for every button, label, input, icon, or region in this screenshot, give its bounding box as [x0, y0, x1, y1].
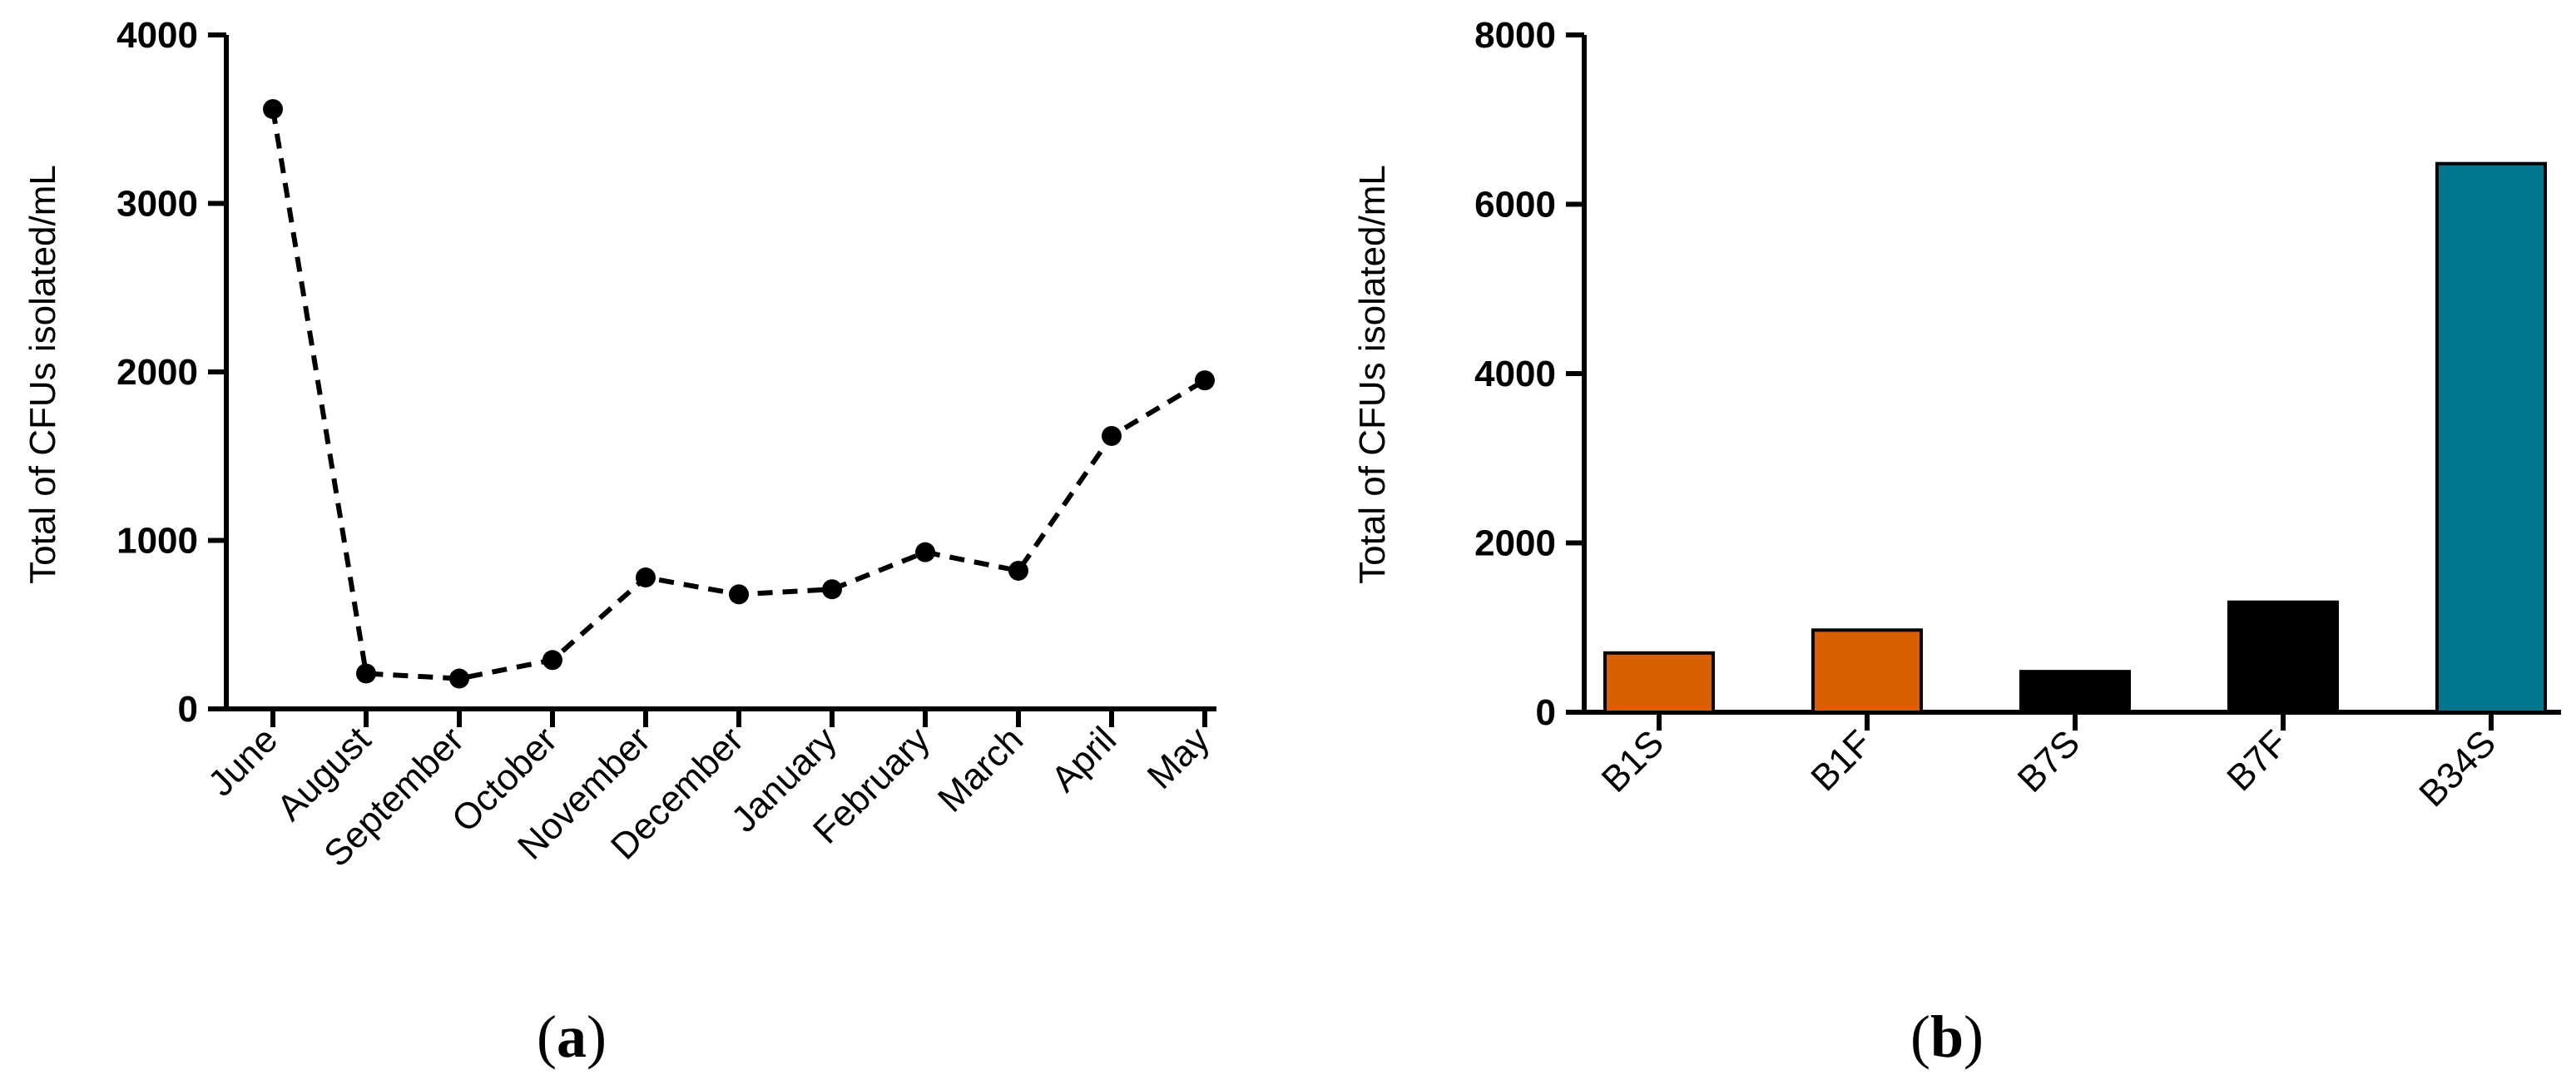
panel-b-y-tick-label: 2000 [1474, 523, 1556, 564]
panel-a-y-axis-title: Total of CFUs isolated/mL [22, 165, 63, 584]
panel-b-x-tick-label: B1F [1803, 722, 1880, 799]
panel-a-y-tick-label: 4000 [116, 15, 198, 56]
panel-b-y-tick-label: 6000 [1474, 185, 1556, 225]
panel-b-y-tick-label: 8000 [1474, 15, 1556, 56]
panel-b-y-ticks: 0 2000 4000 6000 8000 [1474, 15, 1584, 733]
panel-a-x-tick-label: June [201, 719, 285, 804]
panel-a-x-tick-label: April [1043, 719, 1124, 800]
panel-a-data-point [449, 668, 469, 689]
panel-a-data-point [1195, 370, 1215, 391]
panel-b-bar-b1f [1811, 628, 1923, 714]
panel-a-label: (a) [537, 1003, 607, 1070]
panel-a-label-letter: a [557, 1003, 587, 1070]
panel-a-data-point [636, 567, 656, 588]
panel-a-data-point [542, 650, 562, 671]
panel-a-y-tick-label: 1000 [116, 521, 198, 562]
panel-b-x-tick-label: B7F [2219, 722, 2296, 799]
panel-b-y-tick-label: 4000 [1474, 354, 1556, 394]
panel-a-x-tick-label: May [1140, 719, 1217, 796]
panel-b-y-axis-title: Total of CFUs isolated/mL [1352, 165, 1393, 584]
panel-a-data-point [1102, 425, 1122, 446]
panel-b-label: (b) [1910, 1003, 1984, 1070]
panel-a-data-point [1008, 560, 1028, 581]
panel-a-y-tick-label: 0 [178, 689, 198, 730]
panel-a-y-ticks: 0 1000 2000 3000 4000 [116, 15, 226, 730]
panel-a-data-point [915, 542, 935, 562]
panel-b-bar-b7f [2227, 600, 2339, 714]
panel-b-label-letter: b [1930, 1003, 1964, 1070]
panel-a-y-tick-label: 3000 [116, 184, 198, 225]
panel-b-x-tick-label: B1S [1594, 722, 1672, 800]
panel-a-data-point [356, 663, 376, 684]
panel-b-bar-b1s [1603, 651, 1715, 715]
panel-a-data-point [822, 579, 842, 600]
panel-b-bar-b7s [2019, 670, 2131, 714]
panel-b-bar-chart: Total of CFUs isolated/mL 0 2000 4000 6000 8… [1352, 15, 2561, 1070]
panel-a-x-tick-label: March [930, 719, 1031, 820]
panel-b-x-tick-label: B34S [2411, 722, 2504, 815]
panel-a-y-tick-label: 2000 [116, 352, 198, 393]
panel-b-bars [1603, 161, 2547, 715]
panel-a-data-points [263, 99, 1215, 689]
panel-a-x-ticks: JuneAugustSeptemberOctoberNovemberDecemb… [201, 709, 1217, 874]
panel-a-line-chart: Total of CFUs isolated/mL 0 1000 2000 3000 4… [22, 15, 1217, 1070]
panel-a-data-point [729, 584, 749, 605]
panel-a-data-point [263, 99, 283, 120]
panel-b-y-tick-label: 0 [1536, 692, 1556, 733]
panel-b-x-tick-label: B7S [2010, 722, 2088, 800]
panel-b-bar-b34s [2435, 161, 2547, 715]
panel-b-x-ticks: B1SB1FB7SB7FB34SB34F [1594, 712, 2504, 815]
